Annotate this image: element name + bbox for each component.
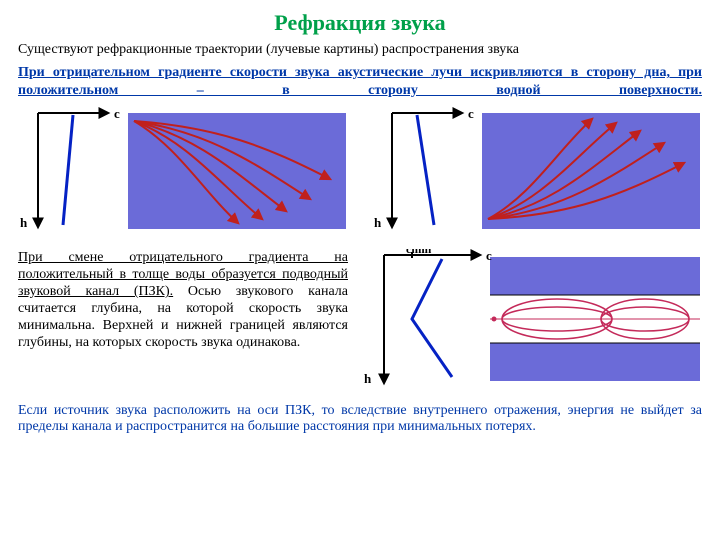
svg-text:c: c — [486, 249, 492, 263]
figure-negative-gradient: ch — [18, 107, 348, 235]
page-title: Рефракция звука — [18, 10, 702, 36]
footnote-text: Если источник звука расположить на оси П… — [18, 403, 702, 435]
channel-row: При смене отрицательного градиента на по… — [18, 249, 702, 389]
svg-text:h: h — [374, 215, 382, 230]
channel-paragraph: При смене отрицательного градиента на по… — [18, 249, 348, 351]
svg-text:h: h — [20, 215, 28, 230]
intro-text: Существуют рефракционные траектории (луч… — [18, 42, 702, 58]
figure-sound-channel: c h cmin — [362, 249, 702, 389]
figure-positive-gradient: ch — [372, 107, 702, 235]
gradient-rule-text: При отрицательном градиенте скорости зву… — [18, 64, 702, 99]
svg-text:c: c — [468, 107, 474, 121]
svg-text:c: c — [114, 107, 120, 121]
svg-text:h: h — [364, 371, 372, 386]
svg-text:cmin: cmin — [406, 249, 432, 256]
slide: Рефракция звука Существуют рефракционные… — [0, 0, 720, 540]
figures-row: ch ch — [18, 107, 702, 235]
